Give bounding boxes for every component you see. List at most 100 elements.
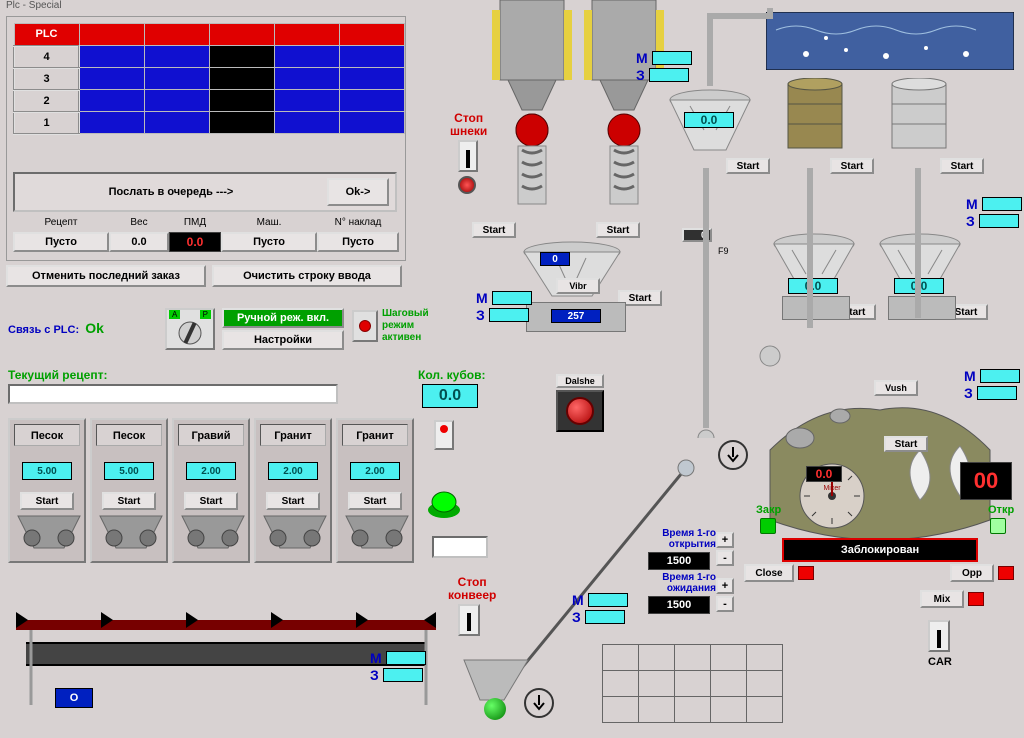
aggregate-start-button[interactable]: Start [20,492,74,510]
step-mode-indicator [352,310,378,342]
silo2-start-button[interactable]: Start [596,222,640,238]
aggregate-display [432,536,488,558]
opp-button[interactable]: Opp [950,564,994,582]
col-invoice: N° наклад [317,217,399,228]
queue-panel: PLC 4 3 2 1 Послать в очередь ---> Ok-> … [6,16,406,261]
emergency-stop-button[interactable] [556,390,604,432]
open-time-value: 1500 [648,552,710,570]
mixer-m3: М З [964,368,1020,401]
aggregate-value: 5.00 [104,462,154,480]
col-mash: Маш. [221,217,317,228]
aggregate-hoppers: Песок 5.00 Start Песок 5.00 Start Гравий… [8,418,418,563]
green-lamp-icon [426,490,462,520]
plc-queue-table: PLC 4 3 2 1 [13,23,405,135]
cement-scale: 257 [526,302,626,332]
aggregate-name: Гравий [178,424,244,446]
cube-count-label: Кол. кубов: [418,368,485,382]
conveyor-m3: М З [370,650,426,683]
wait-time-plus[interactable]: + [716,578,734,594]
plc-header-cell: PLC [14,24,79,46]
water-hopper1-icon [660,80,760,220]
ok-button[interactable]: Ok-> [327,178,389,206]
cube-count-display: 0.0 [422,384,478,408]
pipe-display: 0 [682,228,712,242]
car-label: CAR [928,656,952,668]
wait-time-value: 1500 [648,596,710,614]
close-button[interactable]: Close [744,564,794,582]
bottom-grid [602,644,783,723]
clear-input-button[interactable]: Очистить строку ввода [212,265,402,287]
close-led [798,566,814,580]
water1-value: 0.0 [684,112,734,128]
pipes-icon [640,8,1020,438]
current-recipe-field[interactable] [8,384,338,404]
red-button-icon[interactable] [458,176,476,194]
aggregate-start-button[interactable]: Start [184,492,238,510]
otkr-led [990,518,1006,534]
cement-m3: М З [476,290,532,323]
water-tank-icon [766,12,1014,70]
mash-field[interactable]: Пусто [221,232,317,252]
weigh2-value: 0.0 [894,278,944,294]
aggregate-name: Песок [14,424,80,446]
plc-link-label: Связь с PLC: Ok [8,320,104,336]
opp-led [998,566,1014,580]
blocked-bar: Заблокирован [782,538,978,562]
vibr-button[interactable]: Vibr [556,278,600,294]
barrel1-start-button[interactable]: Start [830,158,874,174]
mixer-time: 0.0 [806,466,842,482]
mix-button[interactable]: Mix [920,590,964,608]
cement-level-display: 0 [540,252,570,266]
wait-time-label: Время 1-го ожидания [644,572,716,594]
recipe-field[interactable]: Пусто [13,232,109,252]
mixer-start-button[interactable]: Start [884,436,928,452]
stop-screws-label: Стопшнеки [450,112,487,138]
pmd-display: 0.0 [169,232,221,252]
water1-start-button[interactable]: Start [726,158,770,174]
car-switch[interactable] [928,620,950,652]
aggregate-value: 5.00 [22,462,72,480]
settings-button[interactable]: Настройки [222,330,344,350]
col-recipe: Рецепт [13,217,109,228]
cancel-last-order-button[interactable]: Отменить последний заказ [6,265,206,287]
aggregate-start-button[interactable]: Start [266,492,320,510]
stop-screws-switch[interactable] [458,140,478,172]
aggregate-value: 2.00 [186,462,236,480]
additive-m3: М З [966,196,1022,229]
weight-field[interactable]: 0.0 [109,232,169,252]
weigh1-scale [782,296,850,320]
barrel2-start-button[interactable]: Start [940,158,984,174]
f9-label: F9 [718,246,729,256]
otkr-label: Откр [988,504,1014,516]
o-display: O [55,688,93,708]
wait-time-minus[interactable]: - [716,596,734,612]
aggregate-start-button[interactable]: Start [348,492,402,510]
col-pmd: ПМД [169,217,221,228]
aggregate-start-button[interactable]: Start [102,492,156,510]
zakr-label: Закр [756,504,781,516]
chute-m3: М З [572,592,628,625]
stop-conveyor-label: Стопконвеер [448,576,496,602]
weigh2-scale [888,296,956,320]
stop-conveyor-switch[interactable] [458,604,480,636]
down-arrow1-button[interactable] [718,440,748,470]
dalshe-button[interactable]: Dalshe [556,374,604,388]
manual-mode-button[interactable]: Ручной реж. вкл. [222,308,344,328]
aggregate-name: Гранит [342,424,408,446]
silo2-icon [580,0,668,230]
green-ball-icon [484,698,506,720]
queue-instruction: Послать в очередь ---> [15,186,327,198]
down-arrow2-button[interactable] [524,688,554,718]
open-time-minus[interactable]: - [716,550,734,566]
current-recipe-label: Текущий рецепт: [8,368,107,382]
aggregate-stop-switch[interactable] [434,420,454,450]
mix-led [968,592,984,606]
silo1-start-button[interactable]: Start [472,222,516,238]
open-time-plus[interactable]: + [716,532,734,548]
mix-counter: 00 [960,462,1012,500]
step-mode-label: Шаговыйрежимактивен [382,308,429,344]
invoice-field[interactable]: Пусто [317,232,399,252]
auto-manual-switch[interactable]: AP [165,308,215,350]
col-weight: Вес [109,217,169,228]
window-title: Plc - Special [6,0,62,11]
